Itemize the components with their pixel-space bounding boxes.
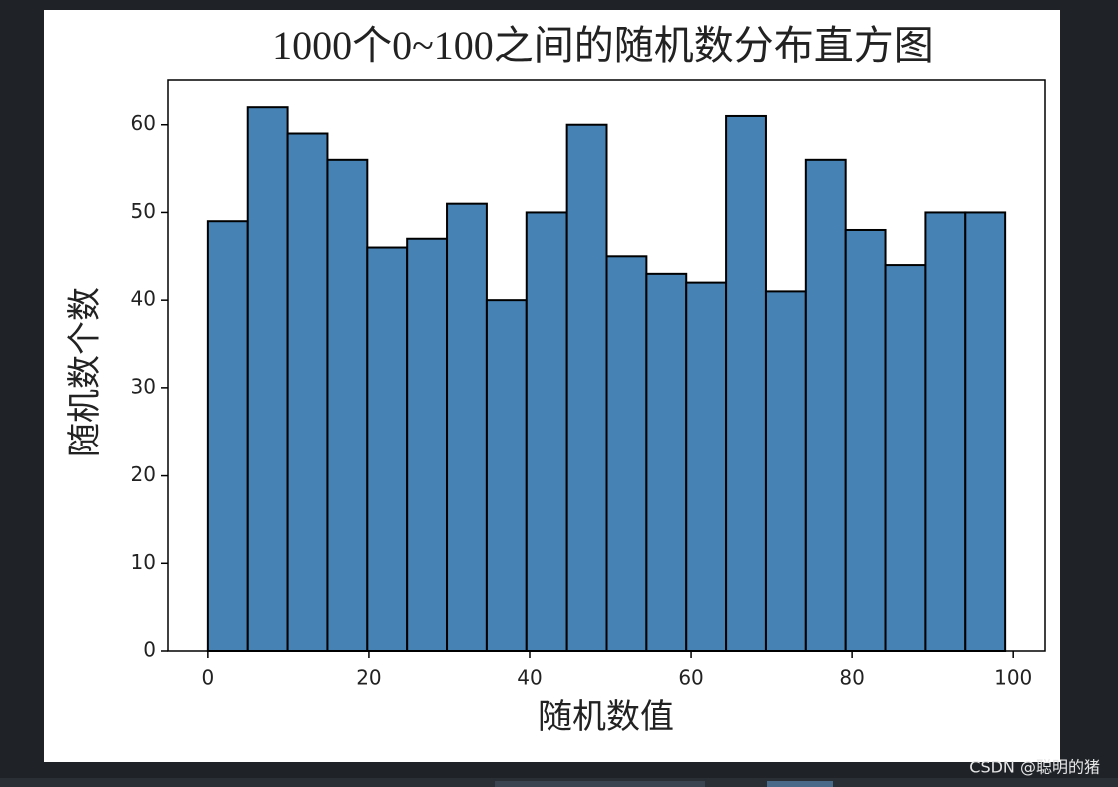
watermark: CSDN @聪明的猪 <box>969 758 1100 777</box>
bar <box>286 132 329 652</box>
y-tick-label: 20 <box>131 462 156 486</box>
x-tick-label: 80 <box>839 666 864 690</box>
y-axis-label: 随机数个数 <box>66 287 104 457</box>
tab <box>495 781 705 787</box>
bar <box>485 299 528 652</box>
y-tick-label: 0 <box>143 638 156 662</box>
bar <box>406 237 449 652</box>
bar <box>685 281 728 652</box>
x-tick-label: 0 <box>201 666 214 690</box>
bar <box>924 211 967 652</box>
x-tick-label: 100 <box>994 666 1032 690</box>
bar <box>565 123 608 652</box>
y-tick-label: 40 <box>131 287 156 311</box>
bar <box>446 202 488 652</box>
bar <box>605 255 648 652</box>
x-tick-label: 20 <box>356 666 381 690</box>
bar <box>366 246 409 652</box>
bar <box>326 158 369 652</box>
bar <box>804 158 847 652</box>
chart-title: 1000个0~100之间的随机数分布直方图 <box>272 23 934 68</box>
bar <box>645 272 688 652</box>
bar <box>884 264 927 652</box>
y-tick-label: 50 <box>131 199 156 223</box>
bar <box>764 290 807 652</box>
x-tick-label: 40 <box>517 666 542 690</box>
tab <box>767 781 833 787</box>
y-tick-label: 10 <box>131 550 156 574</box>
bar <box>525 211 568 652</box>
y-tick-label: 30 <box>131 374 156 398</box>
x-axis-label: 随机数值 <box>538 698 674 736</box>
y-tick-label: 60 <box>131 111 156 135</box>
bar <box>844 228 887 652</box>
bar <box>246 106 289 652</box>
bar <box>725 114 767 652</box>
axes-frame <box>167 79 1046 652</box>
x-tick-label: 60 <box>678 666 703 690</box>
bar <box>964 211 1007 652</box>
bar <box>206 220 249 652</box>
